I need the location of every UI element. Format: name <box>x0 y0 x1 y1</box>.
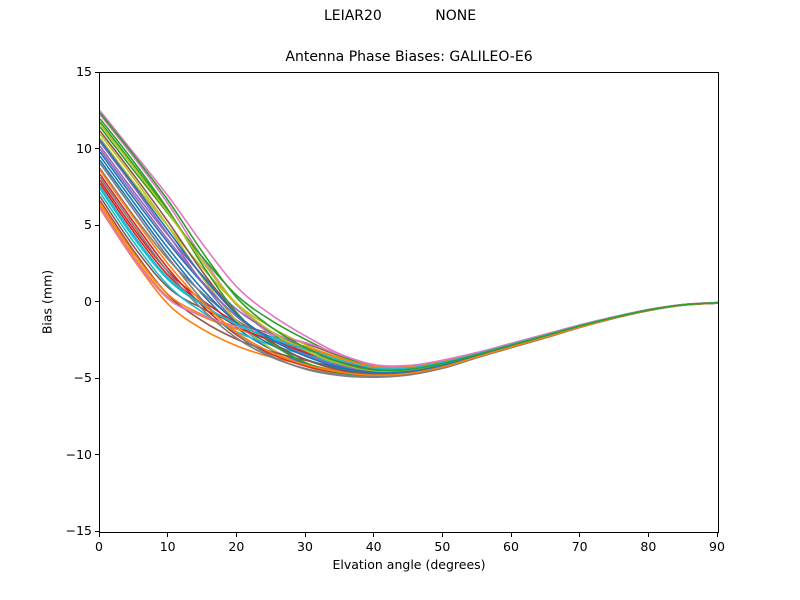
bias-curve <box>100 173 718 377</box>
y-tick-label: −15 <box>65 523 92 538</box>
x-tick-mark <box>510 533 512 537</box>
x-tick-mark <box>304 533 306 537</box>
x-axis-label: Elvation angle (degrees) <box>332 557 486 572</box>
y-tick-label: −10 <box>65 446 92 462</box>
bias-curve <box>100 123 718 373</box>
bias-curve <box>100 148 718 373</box>
y-tick-label: 0 <box>84 293 92 309</box>
plot-area <box>99 72 719 533</box>
x-tick-label: 70 <box>571 539 588 554</box>
bias-curve <box>100 176 718 378</box>
x-tick-mark <box>441 533 443 537</box>
x-tick-label: 10 <box>159 539 176 554</box>
bias-curve <box>100 200 718 374</box>
y-tick-mark <box>95 301 99 302</box>
y-tick-mark <box>95 454 99 455</box>
x-tick-label: 80 <box>640 539 657 554</box>
y-tick-label: 15 <box>76 64 92 79</box>
y-tick-label: −5 <box>73 370 92 385</box>
y-axis-label: Bias (mm) <box>39 269 55 335</box>
x-tick-label: 0 <box>95 539 103 554</box>
bias-curve <box>100 179 718 370</box>
bias-curve <box>100 182 718 371</box>
y-tick-mark <box>95 224 99 226</box>
y-tick-label: 10 <box>76 140 92 156</box>
bias-curve <box>100 112 718 372</box>
x-tick-mark <box>373 533 375 537</box>
y-tick-mark <box>95 530 99 532</box>
x-tick-label: 30 <box>297 539 313 554</box>
figure-suptitle: LEIAR20 NONE <box>323 8 477 24</box>
bias-curve <box>100 137 718 370</box>
x-tick-label: 40 <box>365 539 382 554</box>
x-tick-label: 60 <box>503 539 519 554</box>
x-tick-label: 90 <box>709 539 725 554</box>
y-tick-mark <box>95 148 99 149</box>
x-tick-mark <box>647 533 649 537</box>
x-tick-mark <box>235 533 237 537</box>
y-tick-mark <box>95 71 99 73</box>
bias-curve <box>100 196 718 368</box>
bias-curve <box>100 151 718 373</box>
bias-curve <box>100 130 718 376</box>
bias-curve <box>100 192 718 372</box>
x-tick-mark <box>167 533 169 537</box>
x-tick-mark <box>579 533 581 537</box>
x-tick-mark <box>716 533 718 537</box>
x-tick-label: 50 <box>434 539 451 554</box>
x-tick-label: 20 <box>228 539 245 554</box>
axes-title: Antenna Phase Biases: GALILEO-E6 <box>285 49 533 65</box>
bias-curve <box>100 159 718 376</box>
x-tick-mark <box>98 533 100 537</box>
y-tick-mark <box>95 377 99 379</box>
line-series-plot <box>100 110 718 379</box>
y-tick-label: 5 <box>84 217 92 232</box>
